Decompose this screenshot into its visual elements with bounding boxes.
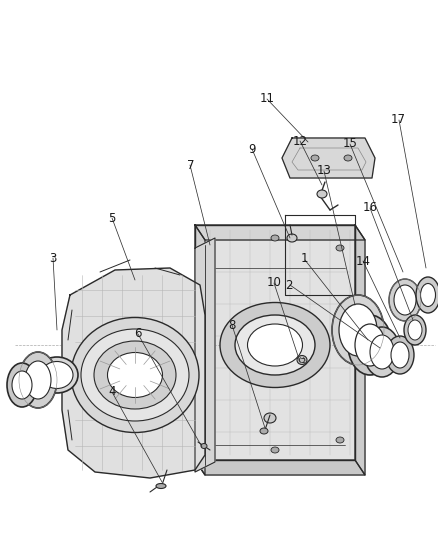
Ellipse shape: [260, 428, 268, 434]
Polygon shape: [195, 225, 355, 460]
Polygon shape: [355, 225, 365, 475]
Polygon shape: [195, 238, 215, 472]
Ellipse shape: [264, 413, 276, 423]
Ellipse shape: [311, 155, 319, 161]
Polygon shape: [195, 460, 365, 475]
Ellipse shape: [344, 155, 352, 161]
Ellipse shape: [336, 437, 344, 443]
Ellipse shape: [36, 357, 78, 393]
Text: 16: 16: [363, 201, 378, 214]
Ellipse shape: [336, 245, 344, 251]
Ellipse shape: [416, 277, 438, 313]
Ellipse shape: [404, 315, 426, 345]
Text: 8: 8: [229, 319, 236, 332]
Ellipse shape: [348, 315, 392, 375]
Ellipse shape: [201, 443, 207, 448]
Text: 3: 3: [49, 252, 56, 265]
Text: 10: 10: [266, 276, 281, 289]
Ellipse shape: [25, 361, 51, 399]
Ellipse shape: [370, 335, 394, 369]
Text: 9: 9: [248, 143, 256, 156]
Ellipse shape: [339, 304, 377, 356]
Ellipse shape: [271, 235, 279, 241]
Text: 12: 12: [293, 135, 307, 148]
Ellipse shape: [235, 315, 315, 375]
Ellipse shape: [408, 320, 422, 340]
Ellipse shape: [271, 447, 279, 453]
Ellipse shape: [206, 245, 214, 251]
Ellipse shape: [364, 327, 400, 377]
Ellipse shape: [220, 303, 330, 387]
Ellipse shape: [206, 437, 214, 443]
Ellipse shape: [287, 234, 297, 242]
Ellipse shape: [247, 324, 303, 366]
Ellipse shape: [94, 341, 176, 409]
Ellipse shape: [420, 284, 435, 306]
Ellipse shape: [389, 279, 421, 321]
Ellipse shape: [19, 352, 57, 408]
Text: 1: 1: [300, 252, 308, 265]
Ellipse shape: [107, 352, 162, 398]
Text: 4: 4: [108, 385, 116, 398]
Polygon shape: [195, 225, 205, 475]
Text: 17: 17: [391, 114, 406, 126]
Ellipse shape: [332, 295, 384, 365]
Ellipse shape: [71, 318, 199, 432]
Text: 6: 6: [134, 327, 142, 340]
Ellipse shape: [394, 285, 416, 315]
Text: 7: 7: [187, 159, 194, 172]
Ellipse shape: [12, 371, 32, 399]
Ellipse shape: [41, 361, 73, 389]
Polygon shape: [282, 138, 375, 178]
Text: 14: 14: [356, 255, 371, 268]
Polygon shape: [62, 268, 205, 478]
Text: 5: 5: [108, 212, 115, 225]
Ellipse shape: [81, 329, 189, 421]
Polygon shape: [195, 225, 365, 240]
Ellipse shape: [156, 483, 166, 489]
Text: 11: 11: [260, 92, 275, 105]
Ellipse shape: [355, 324, 385, 366]
Ellipse shape: [391, 342, 409, 368]
Ellipse shape: [7, 363, 37, 407]
Ellipse shape: [386, 336, 414, 374]
Text: 13: 13: [317, 164, 332, 177]
Text: 2: 2: [285, 279, 293, 292]
Ellipse shape: [317, 190, 327, 198]
Ellipse shape: [297, 356, 307, 365]
Text: 15: 15: [343, 138, 358, 150]
